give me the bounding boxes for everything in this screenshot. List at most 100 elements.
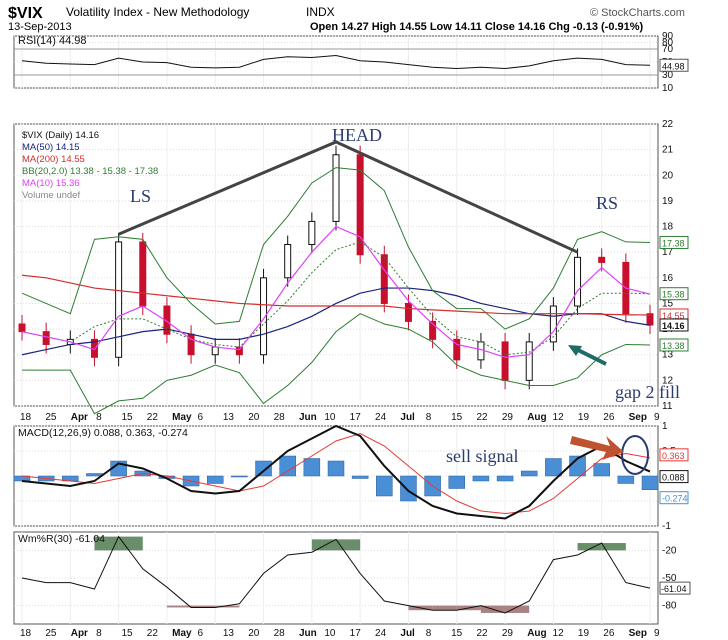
macd-tag: 0.088 — [662, 473, 685, 483]
price-legend-entry: MA(200) 14.55 — [22, 154, 85, 165]
wr-x-tick-label: 22 — [476, 628, 488, 639]
head-shoulders-line — [118, 140, 579, 254]
wr-x-tick-label: 26 — [603, 628, 615, 639]
bb-lower-line — [22, 313, 651, 415]
ma50-line — [21, 287, 651, 356]
wr-x-tick-label: 13 — [223, 628, 235, 639]
macd-histogram-bar — [231, 475, 248, 478]
price-candle — [380, 254, 388, 304]
wr-overbought-fill — [336, 539, 361, 551]
price-candle — [549, 305, 557, 343]
rsi-panel-tick-label: 80 — [662, 38, 674, 49]
macd-histogram-bar — [351, 475, 369, 479]
price-tag-box — [659, 338, 689, 352]
rsi-value-tag: 44.98 — [662, 61, 685, 71]
wr-overbought-fill — [118, 536, 143, 551]
sell-signal-circle — [621, 435, 649, 475]
price-legend-entry: MA(50) 14.15 — [22, 142, 80, 153]
price-tag: 15.38 — [662, 290, 685, 300]
price-x-tick-label: 19 — [578, 412, 590, 423]
price-x-tick-label: 28 — [274, 412, 286, 423]
wr-panel-tick-label: -50 — [662, 573, 677, 584]
symbol-label: $VIX — [8, 5, 43, 22]
rsi-panel-tick-label: 10 — [662, 83, 674, 94]
price-tag: 14.16 — [662, 321, 685, 331]
macd-histogram-bar — [206, 475, 224, 484]
wr-panel-tick-label: -20 — [662, 545, 677, 556]
macd-histogram-bar — [448, 475, 466, 489]
bb-upper-line — [21, 167, 651, 330]
macd-histogram-bar — [255, 460, 272, 477]
price-candle — [501, 341, 509, 381]
price-x-tick-label: Aug — [527, 412, 546, 423]
wr-x-tick-label: Apr — [71, 628, 88, 639]
wr-x-tick-label: 29 — [502, 628, 514, 639]
rsi-panel-tick-label: 30 — [662, 70, 674, 81]
wr-x-tick-label: 6 — [198, 628, 204, 639]
wr-overbought-fill — [94, 536, 119, 551]
macd-histogram-bar — [472, 475, 490, 482]
wr-oversold-fill — [215, 605, 240, 608]
macd-histogram-bar — [617, 475, 635, 484]
gap-fill-annotation: gap 2 fill — [615, 382, 680, 402]
wr-x-tick-label: 8 — [96, 628, 102, 639]
macd-tag-box — [659, 470, 689, 484]
rs-annotation: RS — [596, 193, 618, 213]
wr-x-tick-label: 17 — [350, 628, 362, 639]
wr-x-tick-label: 28 — [274, 628, 286, 639]
wr-x-tick-label: 18 — [20, 628, 32, 639]
price-x-tick-label: Apr — [71, 412, 88, 423]
price-x-tick-label: 20 — [248, 412, 260, 423]
price-x-tick-label: 8 — [426, 412, 432, 423]
macd-line — [21, 424, 651, 520]
price-x-tick-label: Jul — [400, 412, 415, 423]
macd-histogram-bar — [520, 470, 538, 477]
macd-panel-tick-label: 1 — [662, 421, 668, 432]
rsi-line — [21, 54, 651, 70]
rsi-value-box — [659, 58, 689, 72]
macd-tag: 0.363 — [662, 451, 685, 461]
price-candle — [332, 154, 340, 222]
annotations-layer: LS HEAD RS sell signal gap 2 fill — [130, 125, 680, 466]
wr-x-tick-label: 12 — [553, 628, 565, 639]
price-panel-tick-label: 22 — [662, 119, 674, 130]
price-x-tick-label: 13 — [223, 412, 235, 423]
macd-tag-box — [659, 491, 689, 505]
sell-signal-annotation: sell signal — [446, 446, 519, 466]
price-candle — [429, 320, 437, 340]
price-panel-tick-label: 11 — [662, 401, 673, 412]
price-x-tick-label: 29 — [502, 412, 514, 423]
price-x-tick-label: 10 — [324, 412, 336, 423]
date-label: 13-Sep-2013 — [8, 21, 72, 33]
price-candle — [356, 154, 364, 256]
price-candle — [284, 243, 292, 279]
price-x-tick-label: 9 — [654, 412, 660, 423]
price-tag: 17.38 — [662, 238, 685, 248]
price-x-tick-label: 15 — [451, 412, 463, 423]
macd-panel-tick-label: -1 — [662, 521, 671, 532]
price-legend-entry: $VIX (Daily) 14.16 — [22, 130, 99, 141]
price-tag-box — [659, 235, 689, 249]
price-x-tick-label: 6 — [198, 412, 204, 423]
price-x-tick-label: 22 — [147, 412, 159, 423]
ls-annotation: LS — [130, 186, 151, 206]
wr-overbought-fill — [601, 543, 626, 551]
price-legend-entry: BB(20,2.0) 13.38 - 15.38 - 17.38 — [22, 166, 158, 177]
macd-histogram-bar — [327, 460, 345, 477]
price-x-tick-label: 15 — [121, 412, 133, 423]
price-panel-tick-label: 18 — [662, 222, 674, 233]
price-tag: 13.38 — [662, 341, 685, 351]
macd-tag-box — [659, 448, 689, 462]
macd-histogram-bar — [400, 475, 417, 502]
wr-x-tick-label: 8 — [426, 628, 432, 639]
wr-x-tick-label: Aug — [527, 628, 546, 639]
price-candle — [308, 220, 316, 245]
wr-x-tick-label: Jul — [400, 628, 415, 639]
price-panel-tick-label: 15 — [662, 298, 674, 309]
wr-value-box — [659, 581, 691, 595]
price-tag: 14.55 — [662, 311, 685, 321]
price-x-tick-label: Jun — [299, 412, 317, 423]
price-panel-tick-label: 17 — [662, 247, 674, 258]
wr-oversold-fill — [191, 605, 216, 608]
